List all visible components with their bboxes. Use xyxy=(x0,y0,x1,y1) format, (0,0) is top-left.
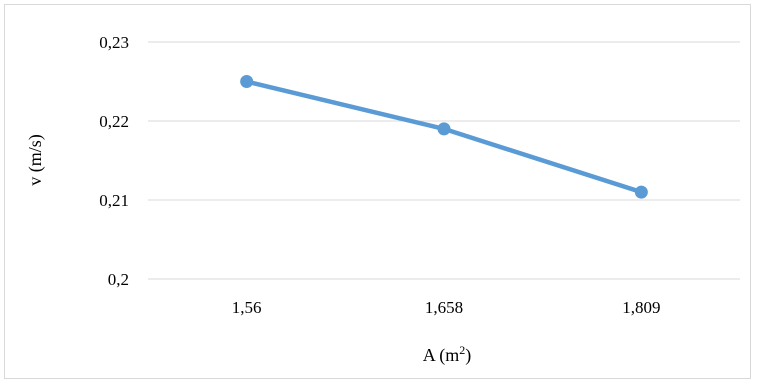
x-axis-title: A (m2) xyxy=(423,343,472,366)
data-point xyxy=(437,122,451,136)
y-tick-label: 0,21 xyxy=(99,191,129,210)
x-tick-label: 1,56 xyxy=(232,298,262,317)
series-layer xyxy=(240,75,648,199)
data-point xyxy=(240,75,254,88)
y-tick-label: 0,22 xyxy=(99,112,129,131)
y-tick-labels: 0,2 0,21 0,22 0,23 xyxy=(99,33,129,289)
y-axis-title: v (m/s) xyxy=(25,134,46,186)
series-line xyxy=(244,79,644,195)
data-point xyxy=(634,185,648,199)
x-tick-label: 1,809 xyxy=(622,298,660,317)
x-axis-title-superscript: 2 xyxy=(459,343,465,357)
chart-frame xyxy=(4,4,751,379)
gridlines xyxy=(148,41,740,280)
x-tick-labels: 1,56 1,658 1,809 xyxy=(232,298,661,317)
y-tick-label: 0,23 xyxy=(99,33,129,52)
x-tick-label: 1,658 xyxy=(425,298,463,317)
y-tick-label: 0,2 xyxy=(108,270,129,289)
